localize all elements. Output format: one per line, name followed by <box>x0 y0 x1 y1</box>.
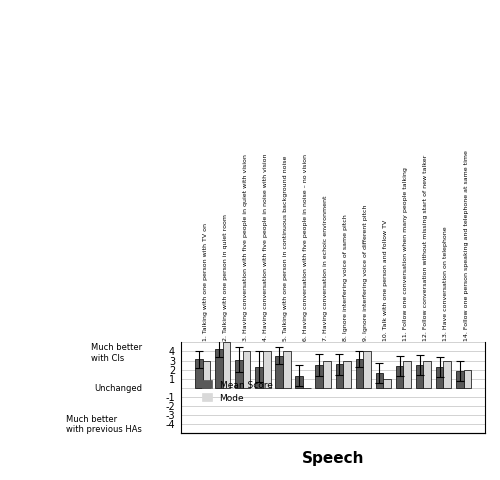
Bar <box>235 360 243 388</box>
Bar <box>416 366 424 388</box>
Bar <box>323 361 330 388</box>
Bar <box>195 360 202 388</box>
Text: Unchanged: Unchanged <box>94 384 142 393</box>
Bar <box>424 361 431 388</box>
Text: Much better
with CIs: Much better with CIs <box>90 343 142 362</box>
Bar <box>256 367 263 388</box>
Bar <box>376 373 384 388</box>
Bar <box>223 343 230 388</box>
Bar <box>444 361 451 388</box>
Text: -1: -1 <box>166 392 175 402</box>
Bar <box>202 361 210 388</box>
Bar <box>456 371 464 388</box>
Bar <box>215 349 223 388</box>
Bar <box>343 361 351 388</box>
Bar <box>404 361 411 388</box>
Bar <box>263 352 270 388</box>
Bar <box>396 366 404 388</box>
Bar <box>276 356 283 388</box>
Bar <box>283 352 290 388</box>
Bar <box>464 370 471 388</box>
Text: 2: 2 <box>169 365 175 375</box>
Bar <box>384 379 391 388</box>
Bar <box>296 376 303 388</box>
Legend: Mean Score, Mode: Mean Score, Mode <box>198 376 276 406</box>
Text: -2: -2 <box>166 401 175 411</box>
Text: 1: 1 <box>169 374 175 384</box>
Bar <box>436 367 444 388</box>
Bar <box>336 364 343 388</box>
Bar <box>316 365 323 388</box>
Bar <box>363 352 371 388</box>
Text: 4: 4 <box>169 347 175 357</box>
Text: 3: 3 <box>169 356 175 366</box>
Text: -4: -4 <box>166 420 175 429</box>
X-axis label: Speech: Speech <box>302 450 364 465</box>
Text: Much better
with previous HAs: Much better with previous HAs <box>66 414 142 433</box>
Text: -3: -3 <box>166 410 175 420</box>
Bar <box>356 359 363 388</box>
Bar <box>243 352 250 388</box>
